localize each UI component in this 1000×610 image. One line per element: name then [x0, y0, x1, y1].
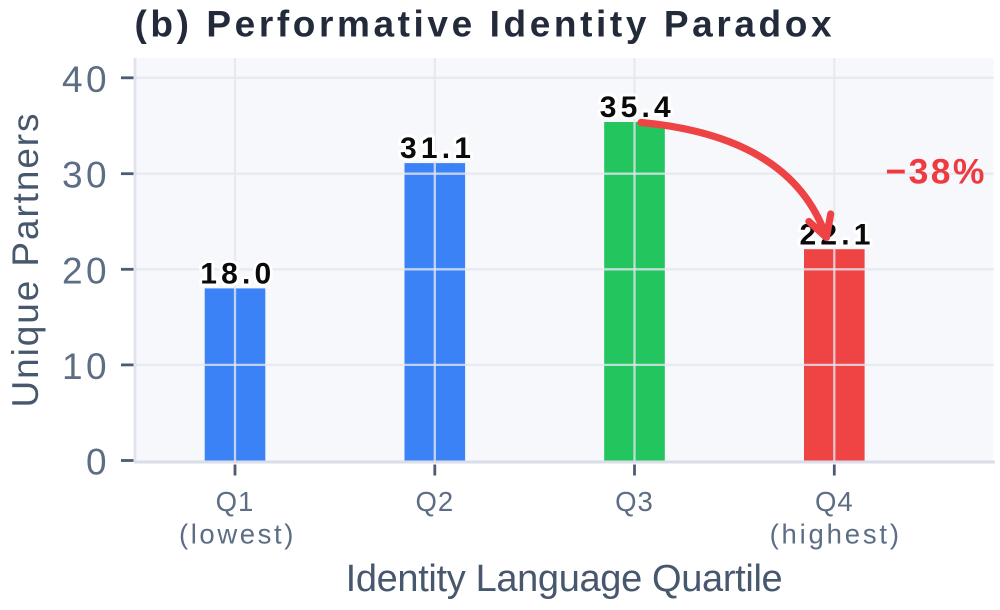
svg-text:Q1: Q1 [216, 486, 255, 517]
svg-text:−38%: −38% [886, 152, 987, 192]
svg-text:Q4: Q4 [815, 486, 854, 517]
svg-text:(highest): (highest) [770, 519, 902, 550]
svg-text:20: 20 [62, 250, 110, 291]
svg-text:(lowest): (lowest) [179, 519, 296, 550]
svg-text:40: 40 [62, 59, 110, 100]
svg-text:Q2: Q2 [415, 486, 454, 517]
svg-text:35.4: 35.4 [600, 91, 675, 124]
svg-text:31.1: 31.1 [400, 132, 475, 165]
svg-text:Identity Language Quartile: Identity Language Quartile [346, 558, 783, 600]
svg-text:10: 10 [62, 346, 110, 387]
svg-text:30: 30 [62, 155, 110, 196]
svg-text:0: 0 [86, 442, 110, 483]
svg-text:Unique Partners: Unique Partners [5, 112, 46, 408]
svg-text:(b) Performative Identity Para: (b) Performative Identity Paradox [134, 4, 835, 45]
svg-text:18.0: 18.0 [200, 258, 275, 291]
svg-text:Q3: Q3 [615, 486, 654, 517]
